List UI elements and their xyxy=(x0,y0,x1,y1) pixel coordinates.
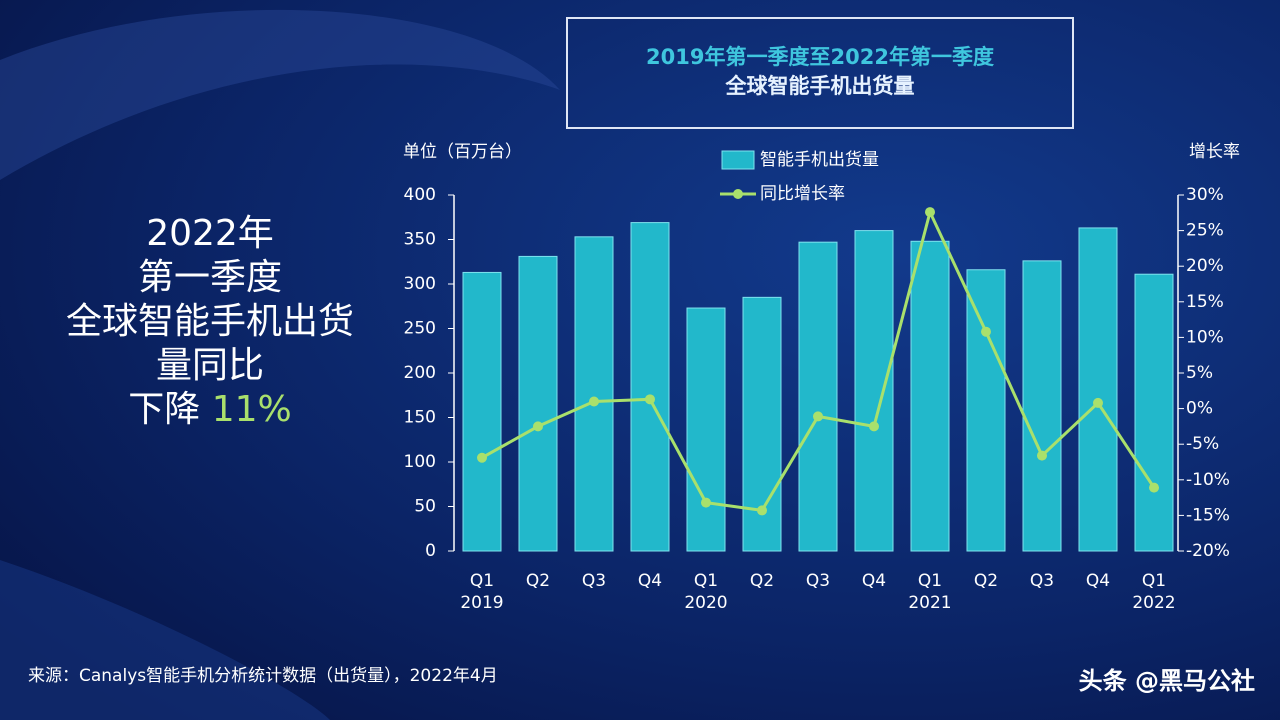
point xyxy=(533,421,543,432)
y2-tick-label: 15% xyxy=(1186,292,1224,312)
point xyxy=(589,396,599,407)
legend-swatch xyxy=(721,150,755,170)
chart-subtitle: 全球智能手机出货量 xyxy=(725,74,915,98)
bar xyxy=(686,307,726,552)
y2-tick-label: -15% xyxy=(1186,505,1230,525)
headline-highlight: 11% xyxy=(211,389,292,430)
x-tick-label: Q1 2020 xyxy=(684,571,728,613)
y2-tick-label: 20% xyxy=(1186,256,1224,276)
y-tick-label: 250 xyxy=(404,319,436,339)
y2-axis-label: 增长率 xyxy=(1189,142,1240,162)
point xyxy=(1093,397,1103,408)
bar xyxy=(518,255,558,552)
y2-tick-label: -10% xyxy=(1186,470,1230,490)
point xyxy=(813,411,823,422)
bar xyxy=(630,222,670,552)
y2-tick-label: 0% xyxy=(1186,399,1213,419)
y-tick-label: 100 xyxy=(404,452,436,472)
x-tick-label: Q4 xyxy=(861,571,887,591)
watermark: 头条 @黑马公社 xyxy=(1079,667,1255,695)
x-tick-label: Q4 xyxy=(637,571,663,591)
chart-title: 2019年第一季度至2022年第一季度 xyxy=(646,45,994,69)
x-tick-label: Q4 xyxy=(1085,571,1111,591)
y2-tick-label: -5% xyxy=(1186,434,1219,454)
bar xyxy=(462,271,502,552)
y-axis-label: 单位（百万台） xyxy=(403,142,522,162)
point xyxy=(645,394,655,405)
legend-label: 智能手机出货量 xyxy=(760,150,879,170)
y2-tick-label: -20% xyxy=(1186,541,1230,561)
y-tick-label: 350 xyxy=(404,230,436,250)
headline-line: 2022年 xyxy=(146,213,274,254)
headline-line: 第一季度 xyxy=(137,257,282,298)
y-tick-label: 150 xyxy=(404,408,436,428)
x-tick-label: Q3 xyxy=(581,571,607,591)
point xyxy=(1037,450,1047,461)
point xyxy=(477,452,487,463)
swirl xyxy=(0,560,330,720)
headline-prefix: 下降 xyxy=(128,389,201,430)
x-tick-label: Q3 xyxy=(1029,571,1055,591)
x-tick-label: Q1 2022 xyxy=(1132,571,1176,613)
y2-tick-label: 25% xyxy=(1186,221,1224,241)
headline-line: 量同比 xyxy=(155,345,264,386)
bar xyxy=(1078,227,1118,552)
bar xyxy=(966,269,1006,552)
legend-swatch xyxy=(733,189,743,199)
x-tick-label: Q3 xyxy=(805,571,831,591)
title-box xyxy=(566,17,1074,129)
point xyxy=(701,497,711,508)
y-tick-label: 400 xyxy=(404,185,436,205)
point xyxy=(869,421,879,432)
swirl xyxy=(0,9,560,180)
bar xyxy=(910,240,950,552)
y2-tick-label: 30% xyxy=(1186,185,1224,205)
point xyxy=(1149,482,1159,493)
bar xyxy=(574,236,614,552)
y-tick-label: 0 xyxy=(425,541,436,561)
headline-line: 下降 11% xyxy=(20,388,400,432)
x-tick-label: Q2 xyxy=(525,571,551,591)
bar xyxy=(1134,273,1174,552)
x-tick-label: Q2 xyxy=(749,571,775,591)
y-tick-label: 200 xyxy=(404,363,436,383)
point xyxy=(757,505,767,516)
y2-tick-label: 10% xyxy=(1186,327,1224,347)
bar xyxy=(798,241,838,552)
point xyxy=(925,207,935,218)
x-tick-label: Q1 2019 xyxy=(460,571,504,613)
bar xyxy=(854,230,894,552)
legend-label: 同比增长率 xyxy=(760,184,845,204)
headline: 2022年 第一季度 全球智能手机出货 量同比 下降 11% xyxy=(20,212,400,432)
y-tick-label: 50 xyxy=(414,497,436,517)
bar xyxy=(1022,260,1062,552)
x-tick-label: Q1 2021 xyxy=(908,571,952,613)
headline-line: 全球智能手机出货 xyxy=(65,301,354,342)
point xyxy=(981,326,991,337)
x-tick-label: Q2 xyxy=(973,571,999,591)
y-tick-label: 300 xyxy=(404,274,436,294)
y2-tick-label: 5% xyxy=(1186,363,1213,383)
source: 来源：Canalys智能手机分析统计数据（出货量），2022年4月 xyxy=(28,666,498,686)
